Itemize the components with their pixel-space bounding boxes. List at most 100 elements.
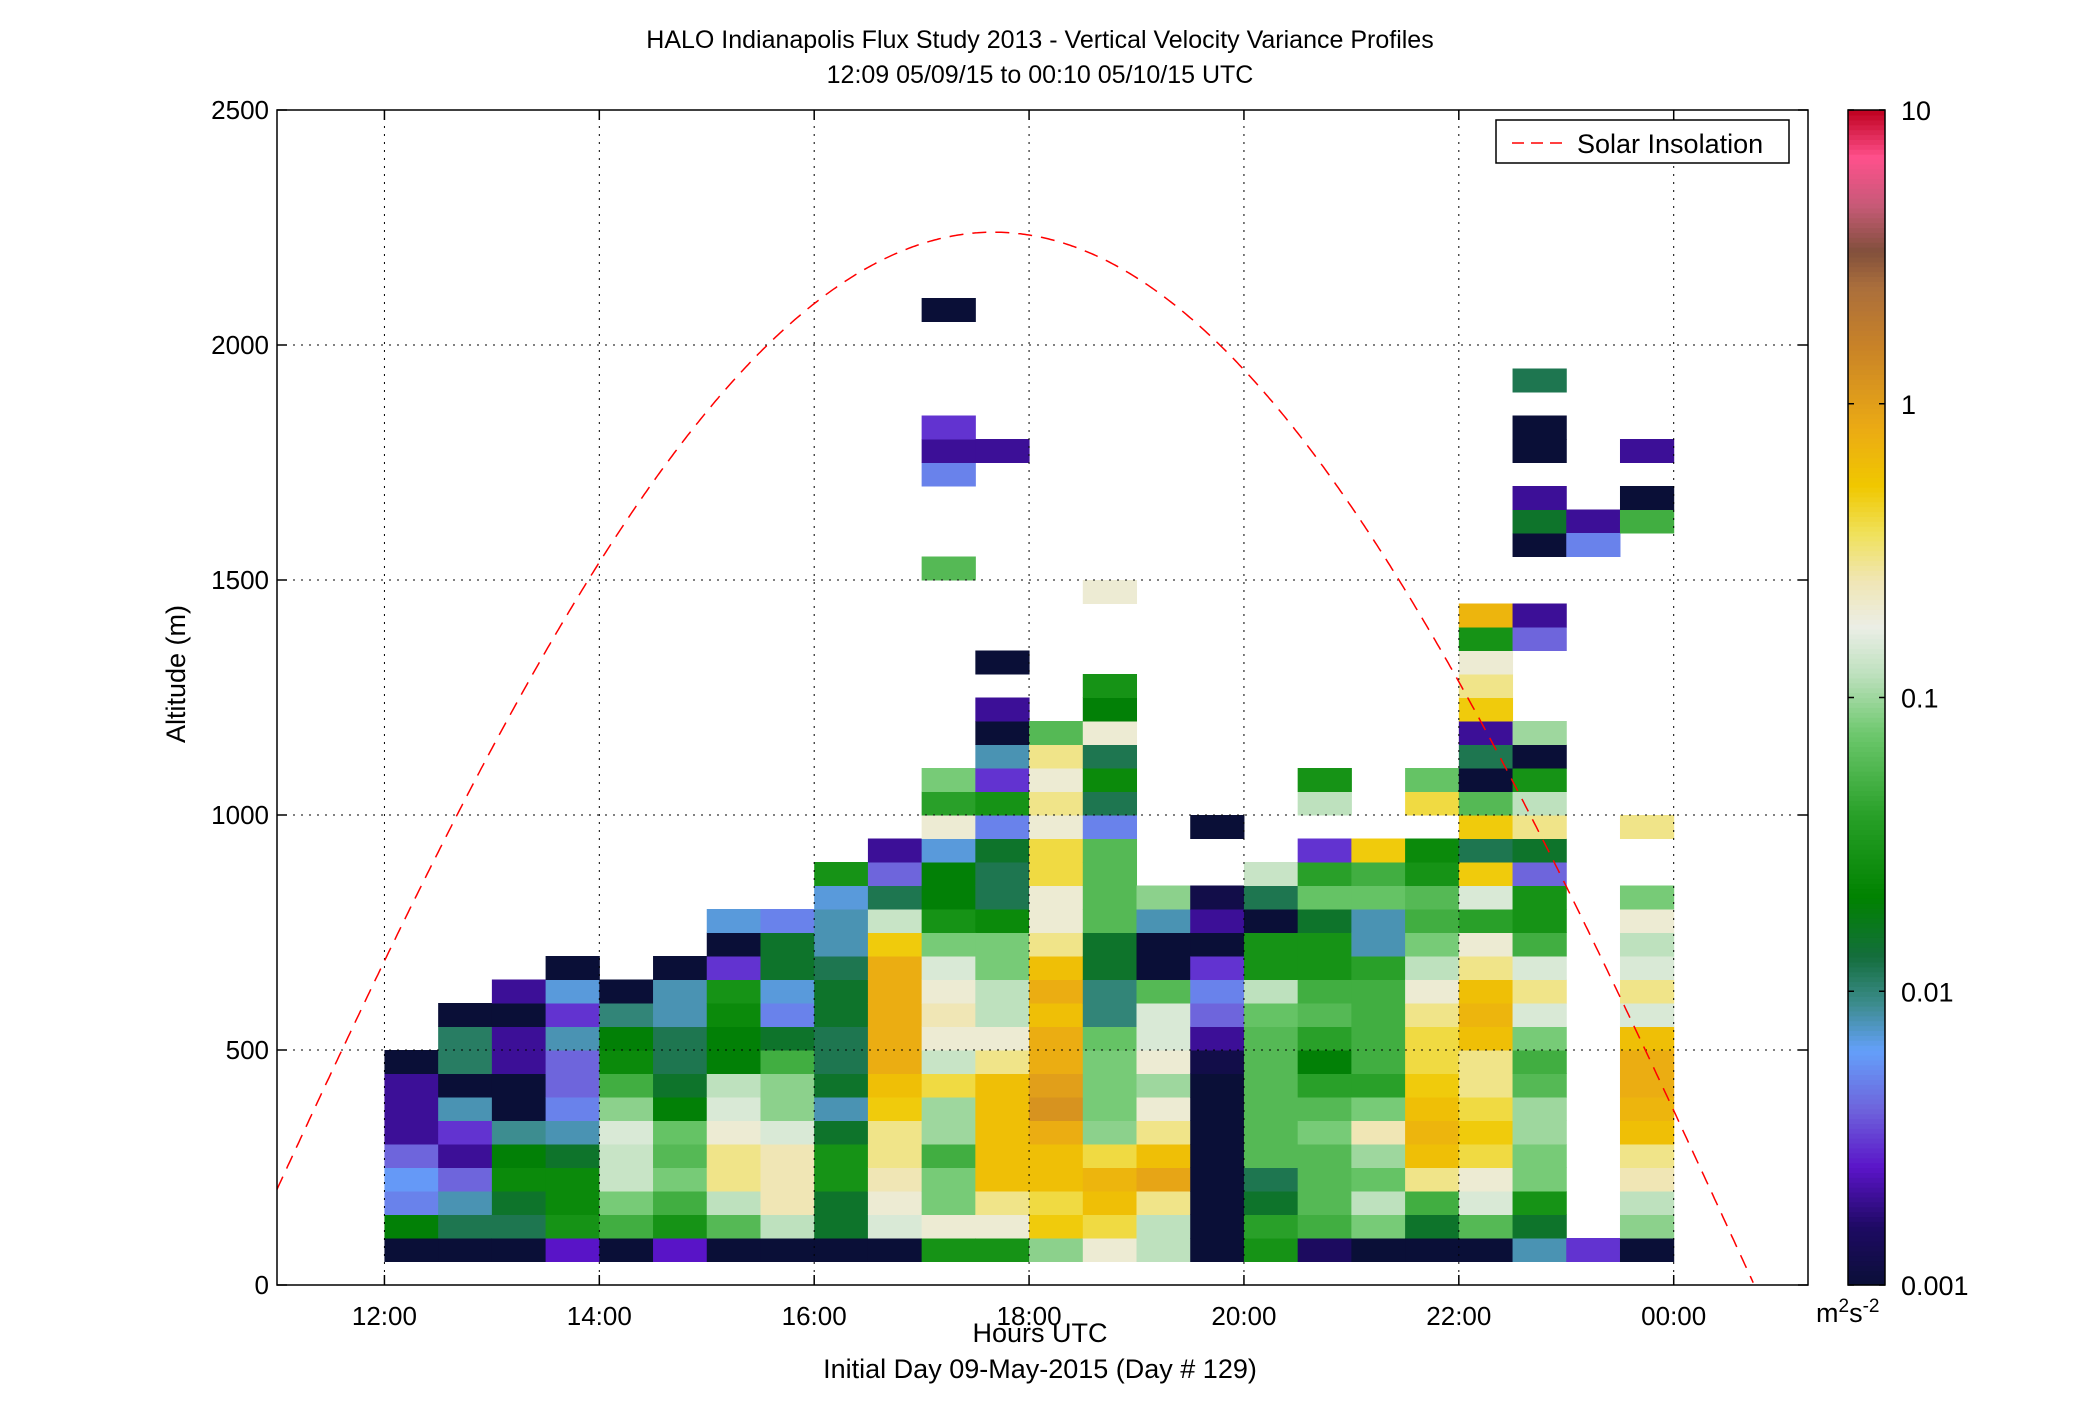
colorbar-segment [1848, 966, 1885, 973]
heatmap-cell [1405, 1167, 1460, 1192]
heatmap-cell [491, 1026, 547, 1051]
heatmap-cell [1566, 533, 1621, 557]
heatmap-cell [760, 1238, 815, 1262]
heatmap-cell [760, 1144, 815, 1168]
heatmap-cell [975, 838, 1030, 863]
heatmap-cell [814, 1120, 869, 1145]
heatmap-cell [1405, 1120, 1460, 1145]
heatmap-cell [867, 1026, 923, 1051]
colorbar-segment [1848, 893, 1885, 899]
heatmap-cell [545, 1167, 600, 1192]
heatmap-cell [653, 979, 708, 1004]
heatmap-cell [1082, 1073, 1138, 1098]
heatmap-cell [1512, 815, 1567, 839]
heatmap-cell [1029, 1120, 1084, 1145]
heatmap-cell [545, 1073, 600, 1098]
heatmap-cell [1297, 1097, 1352, 1121]
colorbar-segment [1848, 560, 1885, 566]
colorbar-segment [1848, 300, 1885, 307]
colorbar-segment [1848, 261, 1885, 268]
heatmap-cell [1512, 603, 1567, 628]
colorbar-segment [1848, 624, 1885, 630]
colorbar-segment [1848, 447, 1885, 454]
colorbar-segment [1848, 511, 1885, 517]
colorbar-segment [1848, 584, 1885, 591]
colorbar-segment [1848, 859, 1885, 865]
heatmap-cell [1351, 1214, 1406, 1239]
heatmap-cell [1512, 368, 1567, 393]
heatmap-cell [1512, 533, 1567, 557]
heatmap-cell [814, 1073, 869, 1098]
heatmap-cell [814, 909, 869, 933]
colorbar-segment [1848, 697, 1885, 703]
heatmap-cell [384, 1238, 439, 1262]
heatmap-cell [1458, 768, 1514, 792]
colorbar-segment [1848, 1245, 1885, 1252]
colorbar-segment [1848, 692, 1885, 699]
colorbar-segment [1848, 1275, 1885, 1281]
heatmap-cell [1619, 885, 1675, 910]
heatmap-cell [1136, 885, 1191, 910]
heatmap-cell [1405, 791, 1460, 816]
heatmap-cell [921, 1191, 976, 1215]
colorbar-segment [1848, 550, 1885, 557]
heatmap-cell [867, 1050, 923, 1074]
heatmap-cell [1243, 1144, 1299, 1168]
heatmap-cell [1082, 862, 1138, 886]
x-axis-sublabel: Initial Day 09-May-2015 (Day # 129) [823, 1354, 1257, 1384]
colorbar-segment [1848, 1162, 1885, 1169]
heatmap-cell [1136, 932, 1191, 957]
heatmap-cell [1029, 1238, 1084, 1262]
heatmap-cell [1190, 1120, 1245, 1145]
heatmap-cell [975, 1144, 1030, 1168]
heatmap-cell [1458, 650, 1514, 675]
heatmap-cell [653, 1214, 708, 1239]
colorbar-segment [1848, 1250, 1885, 1257]
colorbar-segment [1848, 1211, 1885, 1218]
colorbar-segment [1848, 726, 1885, 733]
heatmap-cell [867, 1191, 923, 1215]
heatmap-cell [1297, 768, 1352, 792]
heatmap-cell [1351, 1238, 1406, 1262]
colorbar-segment [1848, 526, 1885, 532]
colorbar-segment [1848, 795, 1885, 801]
heatmap-cell [1512, 415, 1567, 440]
heatmap-cell [760, 932, 815, 957]
heatmap-cell [438, 1003, 493, 1027]
heatmap-cell [545, 1144, 600, 1168]
colorbar-segment [1848, 305, 1885, 312]
heatmap-cell [1512, 1003, 1567, 1027]
colorbar-segment [1848, 212, 1885, 219]
heatmap-cell [1458, 1003, 1514, 1027]
heatmap-cell [1512, 509, 1567, 534]
heatmap-cell [1512, 1238, 1567, 1262]
solar-insolation-line [276, 231, 1754, 1284]
heatmap-cell [1082, 580, 1138, 604]
colorbar-segment [1848, 462, 1885, 468]
heatmap-cell [867, 956, 923, 980]
heatmap-cell [1190, 909, 1245, 933]
heatmap-cell [1082, 1214, 1138, 1239]
heatmap-cell [1190, 1167, 1245, 1192]
heatmap-cell [1566, 509, 1621, 534]
heatmap-cell [1136, 979, 1191, 1004]
colorbar-segment [1848, 256, 1885, 263]
colorbar-segment [1848, 158, 1885, 165]
colorbar-segment [1848, 766, 1885, 772]
heatmap-cell [1512, 791, 1567, 816]
heatmap-cell [653, 1097, 708, 1121]
colorbar-segment [1848, 310, 1885, 317]
heatmap-cell [1405, 1026, 1460, 1051]
colorbar-segment [1848, 834, 1885, 841]
heatmap-cell [1297, 838, 1352, 863]
heatmap-cell [653, 1120, 708, 1145]
colorbar-segment [1848, 741, 1885, 748]
colorbar-segment [1848, 570, 1885, 576]
heatmap-cell [975, 1120, 1030, 1145]
colorbar-segment [1848, 633, 1885, 640]
heatmap-cell [814, 1191, 869, 1215]
colorbar-segment [1848, 340, 1885, 346]
heatmap-cell [1619, 1238, 1675, 1262]
colorbar-segment [1848, 193, 1885, 199]
colorbar-segment [1848, 247, 1885, 253]
